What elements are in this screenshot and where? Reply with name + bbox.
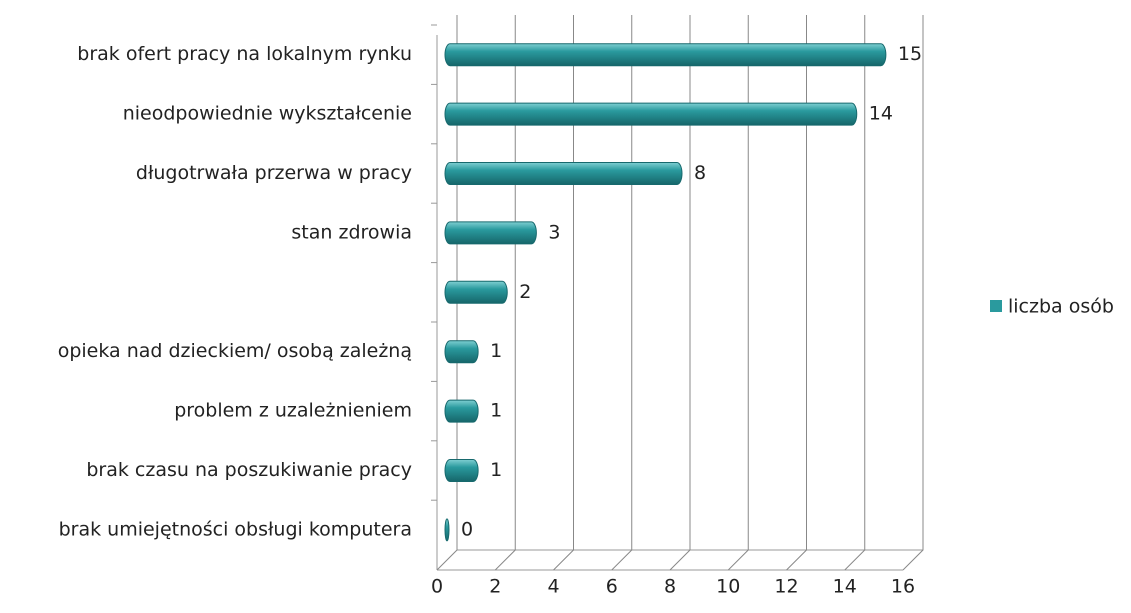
bar — [444, 459, 479, 482]
x-tick-label: 10 — [716, 576, 740, 598]
y-tick-label: nieodpowiednie wykształcenie — [123, 103, 412, 125]
bar — [444, 518, 450, 542]
y-tick-label: opieka nad dzieckiem/ osobą zależną — [58, 340, 412, 362]
data-label: 1 — [490, 400, 502, 422]
bar — [444, 399, 479, 423]
grid-line — [494, 15, 516, 571]
grid-line — [727, 15, 749, 571]
x-tick-label: 4 — [547, 576, 559, 598]
x-tick-label: 8 — [664, 576, 676, 598]
grid-line — [553, 15, 574, 571]
y-tick-label: problem z uzależnieniem — [174, 400, 412, 422]
data-label: 8 — [694, 162, 706, 184]
grid-line — [611, 15, 633, 571]
bar — [444, 43, 887, 67]
grid-line — [436, 15, 458, 571]
y-tick-label: stan zdrowia — [291, 221, 412, 243]
legend-swatch — [990, 300, 1002, 312]
data-label: 0 — [461, 518, 473, 540]
data-label: 1 — [490, 340, 502, 362]
bar — [444, 340, 479, 364]
bar — [444, 102, 858, 126]
data-label: 14 — [869, 103, 893, 125]
grid-line — [786, 15, 807, 571]
y-tick-label: brak umiejętności obsługi komputera — [59, 518, 412, 540]
grid-line — [902, 15, 924, 571]
data-label: 2 — [519, 281, 531, 303]
bar — [444, 162, 683, 185]
y-tick-label: brak ofert pracy na lokalnym rynku — [77, 43, 412, 65]
x-tick-label: 0 — [431, 576, 443, 598]
data-label: 3 — [548, 221, 560, 243]
grid-line — [669, 15, 691, 571]
grid-line — [844, 15, 866, 571]
y-tick-label: długotrwała przerwa w pracy — [136, 162, 412, 184]
data-label: 15 — [898, 43, 922, 65]
data-label: 1 — [490, 459, 502, 481]
bar — [444, 221, 537, 245]
x-tick-label: 12 — [774, 576, 798, 598]
x-tick-label: 16 — [891, 576, 915, 598]
x-tick-label: 2 — [489, 576, 501, 598]
x-tick-label: 6 — [606, 576, 618, 598]
bar — [444, 280, 508, 304]
y-tick-label: brak czasu na poszukiwanie pracy — [86, 459, 412, 481]
legend-label: liczba osób — [1008, 296, 1114, 318]
x-tick-label: 14 — [833, 576, 857, 598]
